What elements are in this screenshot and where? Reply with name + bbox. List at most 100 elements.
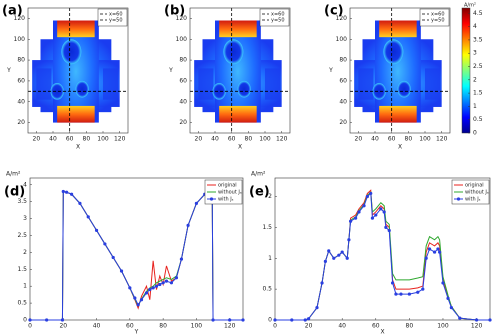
y-tick-label: 60 <box>17 77 25 84</box>
series-marker <box>347 238 351 242</box>
x-tick-label: 80 <box>405 136 413 143</box>
y-tick-label: 80 <box>17 57 25 64</box>
series-marker <box>384 225 388 229</box>
legend-label: original <box>465 183 484 189</box>
series-line <box>275 192 490 321</box>
x-tick-label: 60 <box>126 323 134 330</box>
axes-frame <box>29 177 244 321</box>
series-marker <box>315 306 319 310</box>
legend-label: x=60 <box>109 12 123 18</box>
x-tick-label: 120 <box>114 136 126 143</box>
series-marker <box>427 247 432 251</box>
series-marker <box>94 228 99 233</box>
colorbar-tick-label: 1.5 <box>473 90 483 97</box>
legend-box <box>259 8 290 27</box>
legend-label: x=60 <box>431 12 445 18</box>
series-marker <box>436 247 440 251</box>
series-marker <box>154 284 159 288</box>
y-tick-label: 0.5 <box>17 300 27 307</box>
series-marker <box>139 298 144 302</box>
colorbar-tick-label: 4.5 <box>473 10 483 17</box>
series-marker <box>337 253 341 257</box>
x-tick-label: 120 <box>436 136 448 143</box>
legend-label: original <box>218 183 237 189</box>
y-tick-label: 120 <box>336 15 348 22</box>
field-map <box>354 20 442 123</box>
y-tick-label: 2 <box>23 249 27 256</box>
series-marker <box>306 317 311 321</box>
axes-frame <box>27 7 129 134</box>
series-marker <box>332 256 336 260</box>
series-marker <box>416 290 420 294</box>
colorbar-tick-label: 1 <box>473 103 477 110</box>
panel-label: (c) <box>324 4 344 19</box>
series-marker <box>303 318 307 322</box>
series-marker <box>186 223 190 227</box>
series-marker <box>390 281 395 285</box>
series-marker <box>211 318 215 322</box>
colorbar-tick-label: 4 <box>473 23 477 30</box>
series-marker <box>474 318 479 322</box>
axes-frame <box>274 177 491 321</box>
series-marker <box>133 296 137 300</box>
x-tick-label: 0 <box>273 323 277 330</box>
series-marker <box>348 219 353 223</box>
x-tick-label: 80 <box>159 323 167 330</box>
x-axis-label: X <box>76 144 80 151</box>
y-tick-label: 60 <box>339 77 347 84</box>
series-marker <box>438 250 442 254</box>
x-tick-label: 100 <box>419 136 431 143</box>
x-tick-label: 60 <box>228 136 236 143</box>
series-marker <box>441 281 445 285</box>
series-marker <box>394 292 398 296</box>
x-tick-label: 20 <box>33 136 41 143</box>
series-marker <box>365 194 369 199</box>
series-marker <box>290 318 294 322</box>
x-tick-label: 40 <box>93 323 101 330</box>
colorbar-tick-label: 0 <box>473 130 477 137</box>
y-tick-label: 120 <box>14 15 26 22</box>
legend-label: with Jₛ <box>465 197 481 203</box>
x-tick-label: 20 <box>59 323 67 330</box>
series-marker <box>161 281 165 285</box>
series-line <box>30 190 243 321</box>
x-tick-label: 40 <box>371 136 379 143</box>
y-tick-label: 40 <box>339 98 347 105</box>
y-tick-label: 1 <box>268 255 272 262</box>
series-marker <box>144 291 149 295</box>
y-tick-label: 80 <box>339 57 347 64</box>
series-marker <box>399 292 403 296</box>
series-marker <box>449 306 453 310</box>
x-tick-label: 100 <box>259 136 271 143</box>
series-marker <box>164 279 169 283</box>
series-marker <box>151 286 155 290</box>
x-tick-label: 100 <box>437 323 449 330</box>
x-tick-label: 80 <box>83 136 91 143</box>
y-tick-label: 120 <box>176 15 188 22</box>
x-tick-label: 100 <box>191 323 203 330</box>
y-tick-label: 60 <box>179 77 187 84</box>
series-marker <box>61 189 65 194</box>
series-marker <box>370 216 375 220</box>
series-marker <box>60 318 65 322</box>
series-marker <box>387 228 391 233</box>
colorbar-label: A/m² <box>464 3 476 9</box>
y-tick-label: 4 <box>23 181 27 188</box>
y-tick-label: 2 <box>268 193 272 200</box>
x-tick-label: 20 <box>195 136 203 143</box>
legend-label: with Jₛ <box>218 197 234 203</box>
x-axis-label: X <box>238 144 242 151</box>
legend-label: y=50 <box>109 18 123 24</box>
legend-box <box>419 8 450 27</box>
y-axis-label: A/m² <box>6 171 21 178</box>
field-map <box>194 20 282 123</box>
series-marker <box>169 281 174 285</box>
y-tick-label: 20 <box>17 119 25 126</box>
series-marker <box>323 259 327 263</box>
y-tick-label: 2.5 <box>17 232 27 239</box>
y-tick-label: 80 <box>179 57 187 64</box>
panel-label: (a) <box>2 4 23 19</box>
x-tick-label: 80 <box>406 323 414 330</box>
series-marker <box>86 215 90 219</box>
